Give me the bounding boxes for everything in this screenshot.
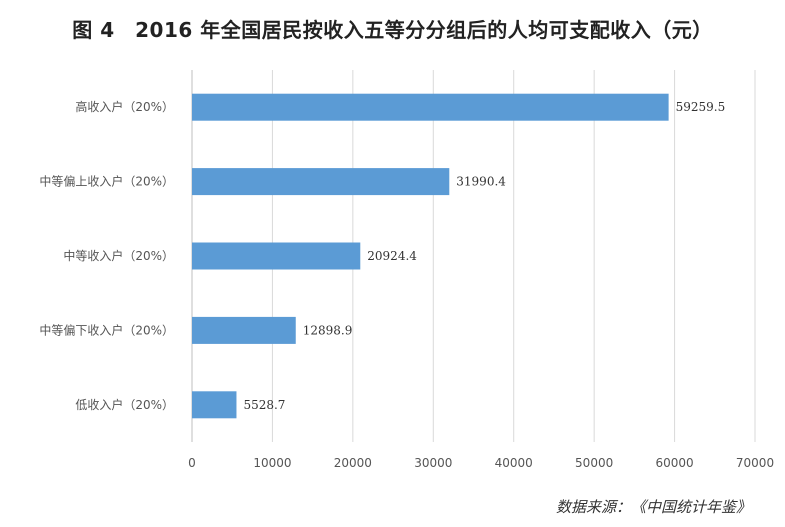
category-label: 中等收入户（20%）	[63, 248, 174, 263]
x-tick-label: 60000	[655, 456, 693, 470]
x-tick-label: 20000	[334, 456, 372, 470]
x-tick-label: 70000	[736, 456, 774, 470]
x-tick-label: 40000	[495, 456, 533, 470]
x-tick-label: 0	[188, 456, 196, 470]
bar	[192, 168, 450, 196]
data-label: 12898.9	[303, 323, 353, 337]
bars	[192, 93, 669, 419]
category-label: 低收入户（20%）	[75, 397, 174, 412]
labels: 0 10000 20000 30000 40000 50000 60000 70000 高收入户…	[39, 99, 774, 470]
bar	[192, 316, 296, 344]
data-label: 5528.7	[243, 398, 285, 412]
bar	[192, 93, 669, 121]
bar	[192, 391, 237, 419]
chart-title: 图 4 2016 年全国居民按收入五等分分组后的人均可支配收入（元）	[72, 18, 713, 42]
data-source-note: 数据来源：《中国统计年鉴》	[555, 498, 751, 516]
data-label: 20924.4	[367, 249, 417, 263]
category-label: 中等偏下收入户（20%）	[39, 322, 174, 337]
x-tick-label: 30000	[414, 456, 452, 470]
data-label: 59259.5	[676, 100, 726, 114]
x-tick-label: 10000	[253, 456, 291, 470]
category-label: 高收入户（20%）	[75, 99, 174, 114]
category-label: 中等偏上收入户（20%）	[39, 174, 174, 189]
data-label: 31990.4	[456, 175, 506, 189]
bar	[192, 242, 361, 270]
x-tick-label: 50000	[575, 456, 613, 470]
